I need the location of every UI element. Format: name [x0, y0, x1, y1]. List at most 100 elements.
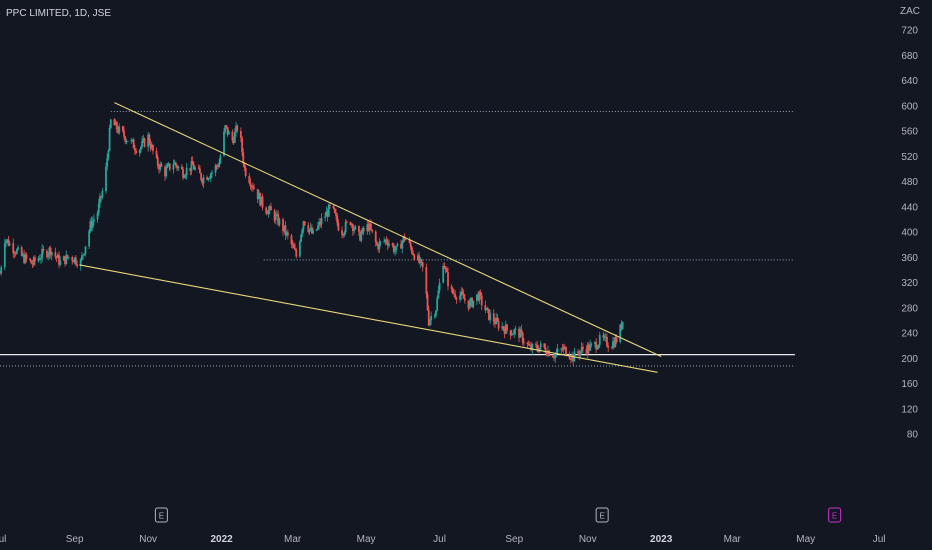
candle-body [24, 254, 27, 263]
candle-body [252, 186, 254, 189]
candle-body [107, 150, 110, 159]
trendline [114, 102, 662, 358]
candle-body [359, 231, 361, 241]
candle-body [554, 353, 557, 359]
candle-body [342, 234, 345, 236]
candle-body [443, 265, 446, 269]
candle-body [594, 342, 596, 344]
candle-body [40, 258, 42, 260]
candle-body [166, 165, 169, 168]
candle-body [378, 242, 381, 250]
candle-body [427, 309, 430, 326]
candle-body [467, 300, 470, 309]
candle-body [126, 140, 129, 142]
candle-body [192, 164, 195, 170]
candle-body [261, 196, 264, 208]
candle-body [278, 219, 281, 225]
candle-body [430, 316, 433, 321]
candle-body [604, 336, 607, 338]
candle-body [602, 335, 605, 338]
candle-body [133, 148, 136, 151]
candle-body [529, 345, 531, 347]
candle-body [117, 129, 119, 133]
candle-body [97, 203, 100, 213]
candle-body [320, 217, 323, 225]
candle-body [182, 169, 184, 178]
candle-body [385, 239, 388, 243]
price-tick-label: 160 [901, 379, 918, 390]
earnings-event-marker[interactable]: E [828, 507, 842, 523]
candle-body [125, 140, 128, 142]
candle-body [502, 326, 505, 330]
candle-body [589, 344, 592, 351]
earnings-event-marker[interactable]: E [595, 507, 609, 523]
candle-body [530, 345, 533, 351]
candle-body [155, 150, 158, 158]
candle-body [248, 175, 251, 184]
candle-body [132, 139, 135, 149]
candle-body [351, 224, 354, 232]
earnings-event-marker[interactable]: E [154, 507, 168, 523]
candle-body [450, 286, 453, 289]
candle-body [324, 216, 327, 218]
candle-body [325, 211, 328, 217]
candle-body [410, 247, 413, 253]
candle-body [21, 254, 24, 256]
candle-body [156, 157, 159, 166]
price-tick-label: 80 [907, 430, 919, 441]
candle-body [243, 163, 246, 168]
candle-body [224, 125, 227, 132]
candle-body [619, 324, 622, 343]
candle-body [371, 229, 374, 232]
candle-body [426, 293, 429, 310]
candle-body [461, 291, 464, 295]
candle-body [183, 176, 186, 178]
candle-body [135, 150, 137, 153]
candle-body [100, 196, 103, 198]
candle-body [495, 317, 498, 325]
candle-body [527, 343, 530, 346]
candle-body [384, 239, 387, 242]
candle-body [215, 165, 218, 167]
candle-body [463, 298, 466, 301]
candle-body [462, 294, 465, 299]
candle-body [167, 163, 170, 166]
candle-body [565, 346, 567, 356]
candle-body [391, 243, 394, 246]
candle-body [56, 254, 59, 259]
candle-body [526, 342, 529, 344]
candle-body [506, 324, 508, 331]
candle-body [595, 342, 598, 350]
candle-body [50, 252, 53, 256]
price-tick-label: 200 [901, 354, 918, 365]
candle-body [539, 343, 542, 348]
candle-body [259, 193, 262, 206]
candle-body [561, 348, 564, 351]
candle-body [123, 130, 125, 137]
candle-body [471, 298, 473, 307]
candle-body [344, 221, 347, 233]
candle-body [6, 239, 9, 241]
candle-body [233, 131, 236, 143]
candle-body [184, 175, 187, 177]
candle-body [65, 254, 68, 265]
candle-body [531, 343, 534, 351]
candle-body [108, 128, 111, 151]
candle-body [361, 228, 364, 234]
candle-body [295, 250, 298, 257]
candle-body [606, 337, 608, 347]
candle-body [408, 239, 411, 243]
candle-body [597, 344, 600, 349]
candle-body [121, 126, 124, 131]
trendline [79, 264, 658, 373]
candle-body [96, 212, 99, 220]
annotation-lines [0, 110, 795, 367]
candle-body [12, 243, 15, 254]
candle-body [232, 140, 235, 143]
candle-body [335, 212, 337, 216]
price-axis: 720 680 640 600 560 520 480 440 400 360 320 280 240 2… [901, 26, 918, 441]
candle-body [512, 333, 514, 335]
candle-body [370, 223, 372, 230]
candle-body [88, 231, 91, 247]
